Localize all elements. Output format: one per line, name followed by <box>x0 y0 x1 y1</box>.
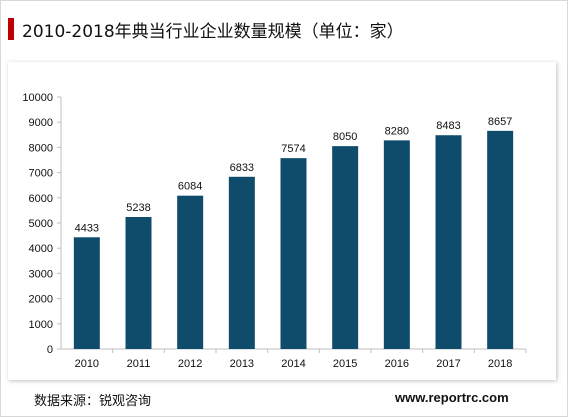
x-tick-label: 2012 <box>178 358 202 370</box>
y-tick-label: 4000 <box>29 243 53 255</box>
y-tick-label: 2000 <box>29 294 53 306</box>
x-tick-label: 2016 <box>385 358 409 370</box>
y-tick-label: 5000 <box>29 218 53 230</box>
x-tick-label: 2015 <box>333 358 357 370</box>
data-label: 4433 <box>75 222 99 234</box>
bar <box>435 135 462 349</box>
x-tick-label: 2014 <box>281 358 305 370</box>
y-tick-label: 7000 <box>29 168 53 180</box>
data-label: 6084 <box>178 181 202 193</box>
bar <box>383 140 410 349</box>
bar <box>228 176 255 349</box>
bar <box>73 237 100 349</box>
y-tick-label: 6000 <box>29 193 53 205</box>
x-tick-label: 2013 <box>230 358 254 370</box>
data-label: 5238 <box>126 202 150 214</box>
y-tick-label: 8000 <box>29 142 53 154</box>
y-tick-label: 3000 <box>29 268 53 280</box>
y-tick-label: 9000 <box>29 117 53 129</box>
bar <box>487 130 514 349</box>
data-label: 6833 <box>230 162 254 174</box>
data-label: 7574 <box>281 143 305 155</box>
y-tick-label: 1000 <box>29 319 53 331</box>
y-tick-label: 10000 <box>22 92 53 104</box>
title-accent-bar <box>8 18 14 40</box>
data-label: 8050 <box>333 131 357 143</box>
x-tick-label: 2011 <box>127 358 151 370</box>
data-label: 8657 <box>488 116 512 128</box>
bar <box>125 217 152 349</box>
source-note: 数据来源：锐观咨询 <box>34 394 152 409</box>
website-url: www.reportrc.com <box>395 390 509 405</box>
bar <box>177 195 204 349</box>
x-tick-label: 2018 <box>488 358 512 370</box>
x-tick-label: 2017 <box>436 358 460 370</box>
chart-title: 2010-2018年典当行业企业数量规模（单位：家） <box>22 22 404 42</box>
data-label: 8483 <box>436 120 460 132</box>
x-tick-label: 2010 <box>75 358 99 370</box>
bar <box>332 146 359 349</box>
bar <box>280 158 307 349</box>
y-tick-label: 0 <box>47 344 53 356</box>
data-label: 8280 <box>385 125 409 137</box>
